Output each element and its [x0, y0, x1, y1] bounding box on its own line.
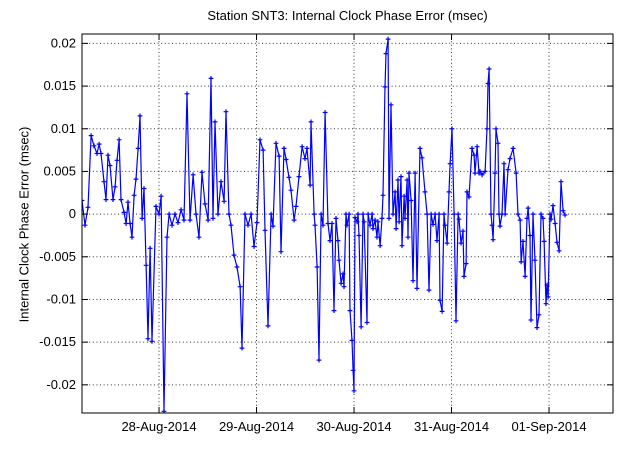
x-tick-label: 30-Aug-2014 [316, 419, 391, 434]
y-tick-label: -0.02 [46, 377, 76, 392]
y-tick-label: -0.01 [46, 291, 76, 306]
y-axis-label: Internal Clock Phase Error (msec) [16, 126, 32, 323]
x-tick-label: 28-Aug-2014 [121, 419, 196, 434]
y-tick-label: 0.015 [43, 78, 76, 93]
y-tick-label: 0.005 [43, 163, 76, 178]
tick-labels: 28-Aug-2014 29-Aug-2014 30-Aug-2014 31-Aug-… [39, 35, 586, 434]
x-tick-label: 29-Aug-2014 [219, 419, 294, 434]
data-series [82, 36, 568, 413]
y-tick-label: 0.01 [51, 121, 76, 136]
plot-box [81, 33, 614, 414]
axis-ticks [82, 34, 613, 413]
data-point-markers [82, 36, 568, 413]
y-tick-label: -0.015 [39, 334, 76, 349]
x-tick-label: 01-Sep-2014 [511, 419, 586, 434]
y-tick-label: -0.005 [39, 249, 76, 264]
axes-frame [81, 33, 614, 414]
chart-title: Station SNT3: Internal Clock Phase Error… [207, 8, 488, 23]
y-tick-label: 0 [69, 206, 76, 221]
y-tick-label: 0.02 [51, 35, 76, 50]
x-tick-label: 31-Aug-2014 [414, 419, 489, 434]
